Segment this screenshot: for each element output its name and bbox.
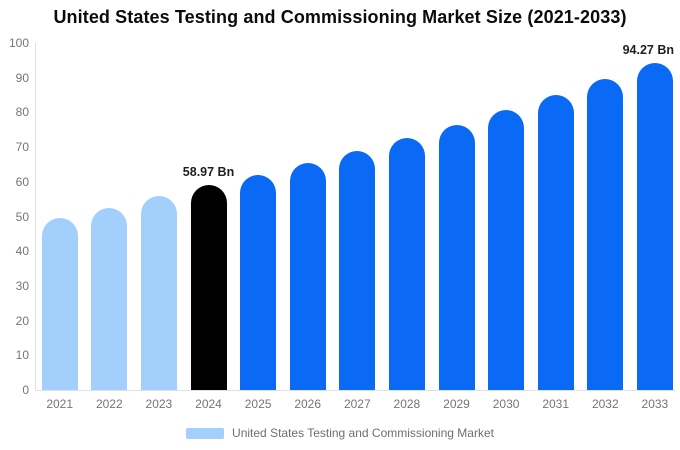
value-label-2033: 94.27 Bn — [622, 42, 674, 57]
bar-2026[interactable] — [289, 162, 326, 390]
y-tick-label-70: 70 — [15, 140, 29, 155]
x-tick-label-2022: 2022 — [95, 397, 123, 411]
x-tick-label-2024: 2024 — [195, 397, 222, 411]
x-tick-label-2032: 2032 — [591, 397, 619, 411]
x-tick-label-2021: 2021 — [46, 397, 74, 411]
bar-2030[interactable] — [488, 110, 525, 390]
bar-2025[interactable] — [240, 174, 277, 390]
legend-swatch-icon — [186, 427, 225, 439]
x-tick-label-2023: 2023 — [145, 397, 173, 411]
x-tick-label-2031: 2031 — [542, 397, 570, 411]
x-axis-line — [35, 390, 676, 391]
x-tick-label-2033: 2033 — [641, 397, 669, 411]
y-tick-label-30: 30 — [15, 278, 29, 293]
legend-label: United States Testing and Commissioning … — [232, 426, 494, 440]
y-tick-label-0: 0 — [22, 383, 29, 397]
y-tick-label-40: 40 — [15, 244, 29, 259]
y-tick-label-50: 50 — [15, 209, 29, 224]
x-tick-label-2029: 2029 — [443, 397, 470, 411]
x-tick-label-2030: 2030 — [492, 397, 520, 411]
bar-2033[interactable] — [636, 62, 673, 390]
legend: United States Testing and Commissioning … — [0, 426, 680, 440]
bar-2023[interactable] — [140, 196, 177, 390]
bar-2029[interactable] — [438, 124, 475, 390]
x-tick-label-2025: 2025 — [244, 397, 272, 411]
y-axis-line — [35, 43, 36, 391]
y-tick-label-10: 10 — [15, 348, 29, 363]
x-tick-label-2027: 2027 — [343, 397, 371, 411]
value-label-2024: 58.97 Bn — [182, 165, 235, 180]
bar-2031[interactable] — [537, 95, 574, 390]
chart-title: United States Testing and Commissioning … — [53, 7, 627, 27]
y-tick-label-80: 80 — [15, 105, 29, 120]
bar-2032[interactable] — [587, 79, 624, 390]
bar-2024[interactable] — [190, 185, 227, 390]
bar-2021[interactable] — [41, 218, 78, 390]
y-tick-label-100: 100 — [8, 36, 29, 50]
bar-2027[interactable] — [339, 150, 376, 390]
y-tick-label-90: 90 — [15, 70, 29, 85]
x-tick-label-2028: 2028 — [393, 397, 421, 411]
bar-2022[interactable] — [91, 208, 128, 390]
y-tick-label-20: 20 — [15, 313, 29, 328]
x-tick-label-2026: 2026 — [294, 397, 322, 411]
y-tick-label-60: 60 — [15, 174, 29, 189]
bar-2028[interactable] — [388, 138, 425, 390]
